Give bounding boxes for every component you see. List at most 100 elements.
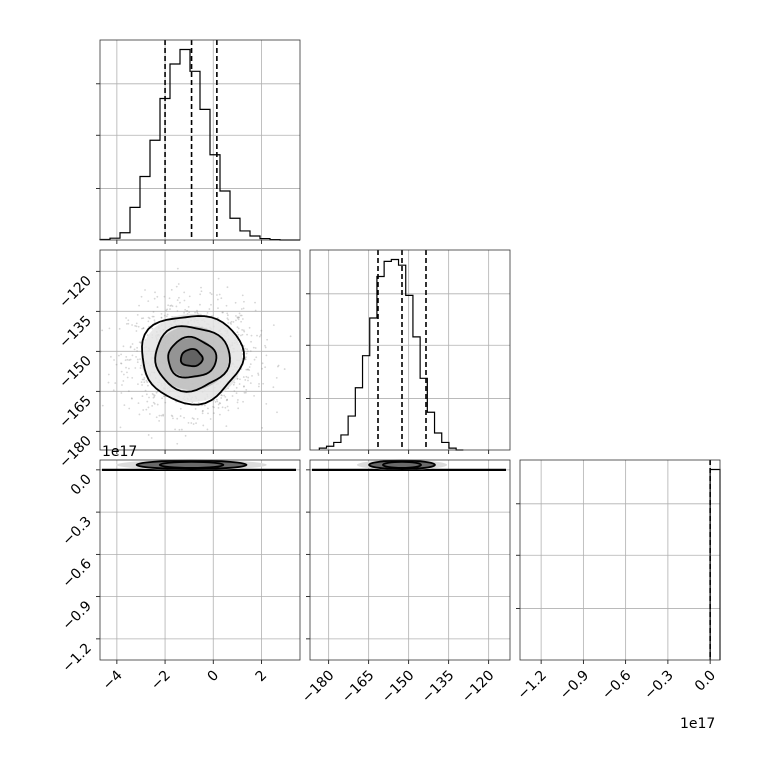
x-tick-label-1-3: −135 [419, 668, 458, 707]
scatter-point [142, 327, 145, 329]
scatter-point [131, 324, 133, 326]
scatter-point [233, 381, 236, 384]
scatter-point [136, 314, 139, 316]
scatter-point [163, 314, 166, 317]
scatter-point [260, 329, 263, 332]
scatter-point [141, 395, 144, 398]
scatter-point [145, 379, 148, 382]
scatter-point [170, 304, 173, 307]
scatter-point [125, 366, 127, 369]
scatter-point [124, 359, 127, 362]
scatter-point [254, 301, 256, 304]
scatter-point [141, 384, 143, 386]
scatter-point [217, 316, 219, 319]
scatter-point [242, 329, 245, 332]
scatter-point [166, 313, 169, 316]
scatter-point [153, 319, 156, 322]
x-tick-label-1-2: −150 [379, 668, 418, 707]
scatter-point [240, 308, 243, 310]
scatter-point [134, 367, 137, 369]
x-tick-label-0-0: −4 [100, 667, 126, 693]
scatter-point [248, 366, 251, 368]
scatter-point [178, 296, 180, 299]
scatter-point [242, 345, 245, 347]
y-tick-label-1-1: −165 [56, 393, 95, 432]
scatter-point [156, 306, 159, 308]
scatter-point [254, 347, 257, 349]
scatter-point [232, 321, 235, 323]
y-tick-label-2-4: 0.0 [68, 471, 95, 498]
scatter-point [249, 382, 252, 385]
contour-level-1 [167, 335, 218, 379]
panel-frame-0-0 [99, 39, 301, 241]
scatter-point [167, 304, 170, 307]
scatter-point [148, 413, 151, 415]
scatter-point [210, 303, 212, 306]
scatter-point [243, 385, 245, 388]
scatter-point [247, 379, 249, 382]
scatter-point [244, 347, 247, 350]
scatter-point [184, 308, 187, 311]
scatter-point [183, 291, 186, 294]
scatter-point [147, 406, 150, 409]
scatter-point [258, 383, 260, 385]
scatter-point [162, 413, 165, 416]
scatter-point [120, 362, 123, 365]
scatter-point [153, 402, 156, 405]
scatter-point [176, 310, 179, 312]
scatter-point [232, 383, 235, 386]
scatter-point [171, 305, 174, 308]
y-tick-label-1-2: −150 [56, 353, 95, 392]
scatter-point [272, 324, 275, 327]
y-tick-label-1-3: −135 [56, 313, 95, 352]
scatter-point [183, 299, 186, 302]
scatter-point [275, 376, 278, 379]
scatter-point [108, 327, 111, 330]
scatter-point [219, 402, 222, 405]
scatter-point [259, 334, 262, 336]
contour-outer-2_0 [135, 459, 248, 470]
contour-inner-2_0 [158, 460, 225, 469]
scatter-point [236, 401, 239, 404]
y-tick-label-2-2: −0.6 [59, 556, 94, 591]
scatter-point [237, 407, 240, 410]
scatter-point [236, 316, 239, 319]
scatter-point [237, 327, 240, 330]
scatter-point [141, 378, 144, 381]
scatter-point [185, 310, 188, 312]
scatter-point [107, 381, 110, 384]
scatter-point [118, 327, 121, 330]
scatter-point [206, 428, 209, 431]
scatter-point [143, 381, 146, 383]
scatter-point [113, 359, 115, 361]
scatter-point [194, 408, 197, 410]
scatter-point [241, 333, 244, 336]
scatter-point [245, 352, 248, 355]
scatter-point [218, 402, 221, 404]
scatter-point [264, 346, 267, 349]
y-tick-label-1-4: −120 [56, 273, 95, 312]
scatter-point [242, 376, 245, 378]
scatter-point [133, 348, 136, 351]
scatter-point [73, 353, 75, 355]
scatter-point [101, 404, 104, 407]
scatter-point [241, 318, 244, 320]
scatter-point [233, 390, 236, 392]
scatter-point [249, 350, 252, 353]
scatter-point [250, 340, 252, 343]
scatter-point [199, 293, 202, 296]
scatter-point [146, 381, 149, 384]
y-tick-label-1-0: −180 [56, 433, 95, 472]
scatter-point [160, 316, 163, 319]
scatter-point [238, 316, 240, 319]
scatter-point [235, 392, 238, 395]
panel-2-0: −1.2 −0.9 −0.6 −0.3 0.0 −4 −2 0 2 [59, 459, 301, 693]
scatter-point [131, 397, 133, 400]
scatter-point [217, 307, 219, 310]
scatter-point [249, 363, 252, 366]
scatter-point [196, 309, 198, 312]
scatter-point [175, 305, 178, 308]
scatter-point [221, 394, 223, 397]
x-tick-label-0-2: 0 [204, 668, 222, 686]
scatter-point [141, 327, 143, 330]
